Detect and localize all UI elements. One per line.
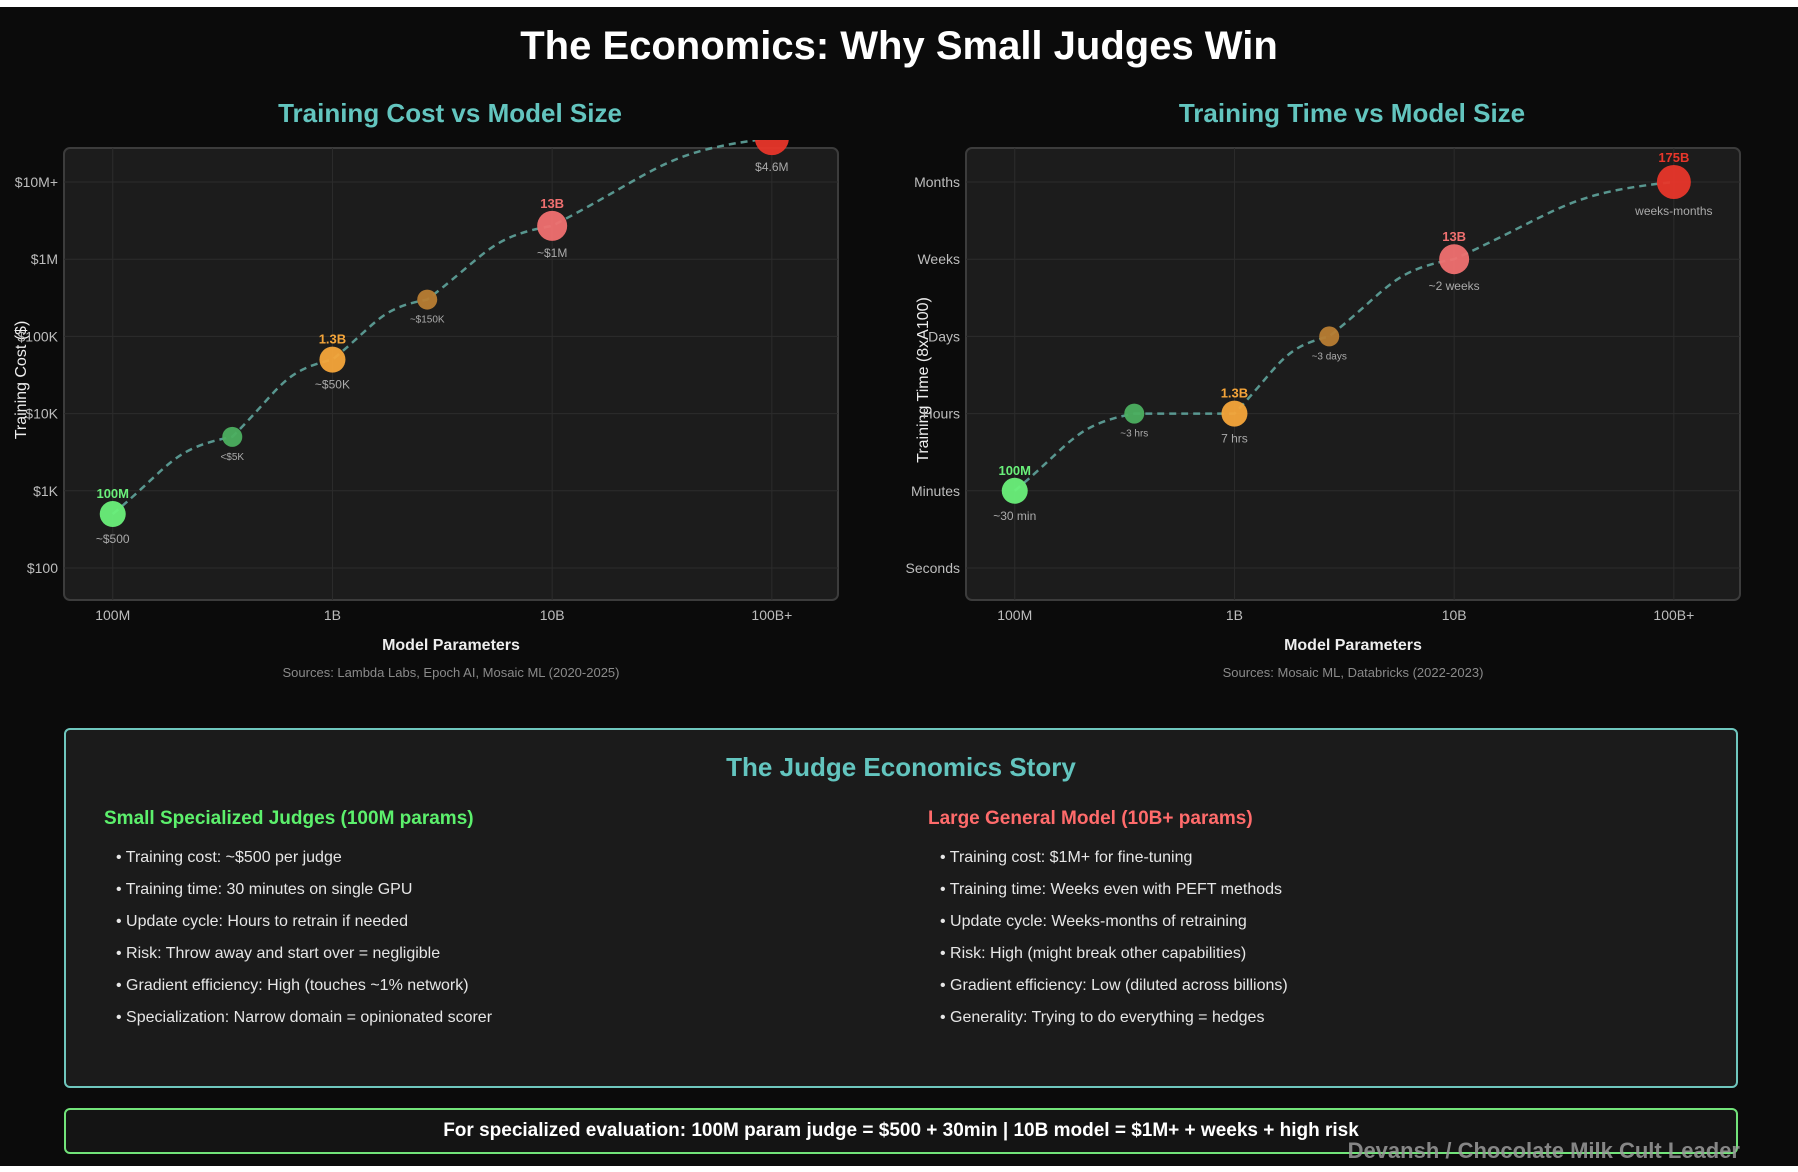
point-annotation: ~3 hrs: [1120, 429, 1148, 440]
judge-economics-panel: The Judge Economics Story Small Speciali…: [64, 728, 1738, 1088]
data-point: [1001, 477, 1028, 504]
x-tick-label: 100M: [997, 607, 1032, 623]
chart-cost-source: Sources: Lambda Labs, Epoch AI, Mosaic M…: [283, 665, 620, 680]
y-tick-label: $100K: [18, 328, 59, 344]
point-label: 100M: [998, 463, 1031, 478]
data-point: [319, 346, 346, 373]
data-point: [537, 210, 568, 241]
y-tick-label: Days: [928, 328, 960, 344]
y-tick-label: $1M: [31, 251, 58, 267]
y-tick-label: $100: [27, 560, 58, 576]
x-tick-label: 100M: [95, 607, 130, 623]
small-judges-item: • Update cycle: Hours to retrain if need…: [116, 913, 408, 930]
bottom-border: [0, 1166, 1798, 1172]
point-annotation: $4.6M: [755, 160, 788, 174]
large-model-item: • Training time: Weeks even with PEFT me…: [940, 881, 1283, 898]
panel-title: The Judge Economics Story: [726, 752, 1076, 782]
data-point: [754, 140, 789, 156]
summary-banner: For specialized evaluation: 100M param j…: [64, 1108, 1738, 1154]
trend-line: [1013, 180, 1674, 492]
y-tick-label: $10K: [25, 406, 58, 422]
small-judges-item: • Training cost: ~$500 per judge: [116, 849, 342, 866]
data-point: [1439, 244, 1470, 275]
page-title: The Economics: Why Small Judges Win: [520, 24, 1278, 68]
trend-line: [111, 140, 768, 515]
chart-title-time: Training Time vs Model Size: [1178, 98, 1526, 128]
point-label: 13B: [1442, 229, 1466, 244]
plot-area: [63, 147, 839, 601]
large-model-item: • Update cycle: Weeks-months of retraini…: [940, 913, 1247, 930]
point-annotation: ~$150K: [410, 315, 445, 326]
point-label: 1.3B: [319, 332, 346, 347]
y-tick-label: $10M+: [15, 174, 58, 190]
data-point: [417, 289, 438, 310]
small-judges-item: • Risk: Throw away and start over = negl…: [116, 945, 441, 962]
chart-cost-xlabel: Model Parameters: [382, 637, 520, 654]
point-annotation: ~$50K: [315, 378, 350, 392]
chart-time-ylabel: Training Time (8xA100): [915, 297, 932, 463]
data-point: [99, 501, 126, 528]
x-tick-label: 1B: [1226, 607, 1243, 623]
point-annotation: ~$1M: [537, 246, 567, 260]
data-point: [222, 426, 243, 447]
point-annotation: ~30 min: [993, 509, 1036, 523]
y-tick-label: Months: [914, 174, 960, 190]
large-model-column: Large General Model (10B+ params) • Trai…: [928, 808, 1288, 1034]
large-model-item: • Generality: Trying to do everything = …: [940, 1009, 1265, 1026]
point-label: 175B: [1658, 150, 1689, 165]
point-annotation: <$5K: [220, 452, 244, 463]
y-tick-label: Minutes: [911, 483, 960, 499]
point-annotation: ~2 weeks: [1429, 279, 1480, 293]
small-judges-column: Small Specialized Judges (100M params) •…: [104, 808, 492, 1034]
charts-canvas: Model Parameters Sources: Lambda Labs, E…: [13, 140, 1741, 680]
point-label: 100M: [96, 486, 129, 501]
small-judges-item: • Specialization: Narrow domain = opinio…: [116, 1009, 493, 1026]
point-label: 13B: [540, 196, 564, 211]
chart-time-source: Sources: Mosaic ML, Databricks (2022-202…: [1223, 665, 1484, 680]
small-judges-item: • Gradient efficiency: High (touches ~1%…: [116, 977, 469, 994]
chart-time-xlabel: Model Parameters: [1284, 637, 1422, 654]
data-point: [1124, 403, 1145, 424]
chart-title-cost: Training Cost vs Model Size: [278, 98, 622, 128]
small-judges-item: • Training time: 30 minutes on single GP…: [116, 881, 413, 898]
chart-cost: Model Parameters Sources: Lambda Labs, E…: [13, 140, 839, 680]
large-model-item: • Risk: High (might break other capabili…: [940, 945, 1247, 962]
x-tick-label: 1B: [324, 607, 341, 623]
large-model-item: • Gradient efficiency: Low (diluted acro…: [940, 977, 1288, 994]
point-annotation: weeks-months: [1634, 204, 1712, 218]
y-tick-label: Seconds: [906, 560, 960, 576]
plot-area: [965, 147, 1741, 601]
point-label: 1.3B: [1221, 386, 1248, 401]
y-tick-label: $1K: [33, 483, 59, 499]
large-model-item: • Training cost: $1M+ for fine-tuning: [940, 849, 1193, 866]
chart-time: Model Parameters Sources: Mosaic ML, Dat…: [906, 147, 1741, 680]
chart-cost-ylabel: Training Cost ($): [13, 321, 30, 440]
x-tick-label: 10B: [1442, 607, 1467, 623]
point-annotation: ~3 days: [1312, 351, 1347, 362]
y-tick-label: Weeks: [917, 251, 960, 267]
x-tick-label: 100B+: [751, 607, 792, 623]
data-point: [1319, 326, 1340, 347]
y-tick-label: Hours: [923, 406, 960, 422]
data-point: [1221, 400, 1248, 427]
small-judges-heading: Small Specialized Judges (100M params): [104, 808, 474, 829]
large-model-heading: Large General Model (10B+ params): [928, 808, 1253, 829]
x-tick-label: 100B+: [1653, 607, 1694, 623]
top-border: [0, 0, 1798, 7]
author-watermark: Devansh / Chocolate Milk Cult Leader: [1347, 1138, 1740, 1163]
x-tick-label: 10B: [540, 607, 565, 623]
data-point: [1656, 165, 1691, 199]
point-annotation: ~$500: [96, 532, 130, 546]
point-annotation: 7 hrs: [1221, 432, 1248, 446]
